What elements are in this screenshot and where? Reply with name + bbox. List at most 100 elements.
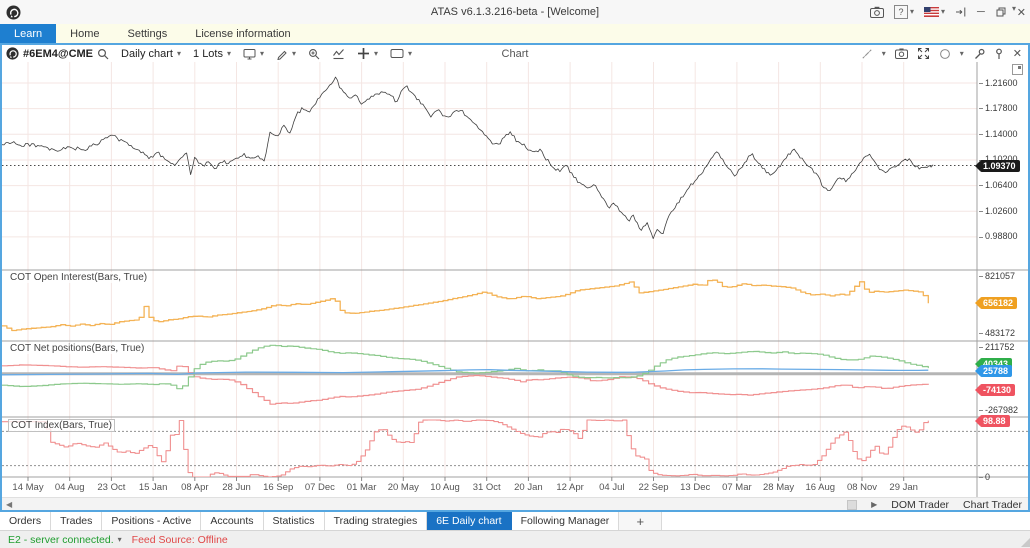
open-interest-line <box>2 279 929 332</box>
date-label: 07 Mar <box>722 482 752 493</box>
date-label: 14 May <box>12 482 44 493</box>
panel-label-open-interest: COT Open Interest(Bars, True) <box>8 272 150 283</box>
period-selector[interactable]: Daily chart <box>121 47 173 60</box>
chevron-down-icon[interactable]: ▾ <box>881 48 886 58</box>
bottom-tab-statistics[interactable]: Statistics <box>264 512 325 530</box>
ribbon-tab-home[interactable]: Home <box>70 27 100 40</box>
connection-menu-icon[interactable]: ▾ <box>117 534 122 544</box>
bottom-tab-following-manager[interactable]: Following Manager <box>512 512 620 530</box>
restore-button[interactable] <box>995 6 1007 18</box>
panel-label-cot-index: COT Index(Bars, True) <box>8 419 115 432</box>
price-axis-label: 1.17800 <box>979 103 1018 113</box>
chevron-down-icon[interactable]: ▾ <box>260 48 265 58</box>
screenshot-icon[interactable] <box>869 6 884 18</box>
net-noncommercial-line <box>2 344 929 390</box>
chart-scrollbar[interactable]: ◀ ▶ DOM Trader Chart Trader <box>2 497 1028 511</box>
oi-axis-label: 483172 <box>979 328 1015 338</box>
date-label: 10 Aug <box>430 482 460 493</box>
add-indicator-icon[interactable] <box>357 47 370 60</box>
expand-side-panel-icon[interactable]: ▶ <box>871 500 878 509</box>
title-bar: ATAS v6.1.3.216-beta - [Welcome] ? ▾ ▾ ─… <box>0 0 1030 24</box>
chevron-down-icon[interactable]: ▾ <box>374 48 379 58</box>
minimize-button[interactable]: ─ <box>976 6 985 18</box>
cluster-mode-icon[interactable] <box>939 48 951 60</box>
templates-icon[interactable] <box>243 48 256 60</box>
price-axis-label: 1.02600 <box>979 206 1018 216</box>
close-button[interactable]: ✕ <box>1016 6 1026 19</box>
cot-index-badge: 98.88 <box>975 414 1010 427</box>
ribbon-tab-learn[interactable]: Learn <box>0 24 57 43</box>
price-axis-label: 0.98800 <box>979 231 1018 241</box>
chevron-down-icon[interactable]: ▾ <box>226 48 231 58</box>
chevron-down-icon: ▾ <box>940 7 945 16</box>
chevron-down-icon[interactable]: ▾ <box>959 48 964 58</box>
chevron-down-icon[interactable]: ▾ <box>408 48 413 58</box>
net-axis-label: 211752 <box>979 342 1014 352</box>
window-title: ATAS v6.1.3.216-beta - [Welcome] <box>430 6 600 18</box>
net-blue-badge: 25788 <box>974 365 1013 378</box>
feed-source-status: Feed Source: Offline <box>131 533 228 546</box>
search-icon[interactable] <box>97 48 109 60</box>
quantity-selector[interactable]: 1 Lots <box>193 47 223 60</box>
chart-window-border-left <box>0 43 2 512</box>
side-tab-chart-trader[interactable]: Chart Trader <box>963 498 1022 511</box>
date-label: 13 Dec <box>680 482 711 493</box>
zoom-in-icon[interactable] <box>308 48 320 60</box>
date-label: 23 Oct <box>97 482 126 493</box>
dock-window-button[interactable] <box>955 6 967 18</box>
chevron-down-icon[interactable]: ▾ <box>292 48 297 58</box>
ribbon-tab-license-information[interactable]: License information <box>195 27 291 40</box>
ribbon-collapse-button[interactable]: ▾ <box>1011 4 1016 13</box>
settings-wrench-icon[interactable] <box>973 48 985 60</box>
fullscreen-icon[interactable] <box>917 47 930 60</box>
link-charts-icon[interactable] <box>861 48 873 60</box>
index-axis-label: 0 <box>979 472 990 482</box>
us-flag-icon <box>923 7 939 17</box>
date-label: 29 Jan <box>889 482 918 493</box>
bottom-tab-trades[interactable]: Trades <box>51 512 103 530</box>
panel-layout-icon[interactable] <box>390 48 404 59</box>
language-menu[interactable]: ▾ <box>923 7 945 17</box>
date-label: 28 Jun <box>222 482 251 493</box>
date-label: 04 Aug <box>54 482 85 493</box>
bottom-tab-trading-strategies[interactable]: Trading strategies <box>325 512 428 530</box>
panel-label-net-positions: COT Net positions(Bars, True) <box>8 343 147 354</box>
scroll-left-arrow[interactable]: ◀ <box>6 500 13 509</box>
chart-toolbar: #6EM4@CME Daily chart ▾ 1 Lots ▾ ▾ ▾ <box>2 45 1028 62</box>
side-tab-dom-trader[interactable]: DOM Trader <box>891 498 950 511</box>
instrument-selector[interactable]: #6EM4@CME <box>23 47 94 60</box>
date-label: 08 Apr <box>181 482 209 493</box>
ribbon-tab-settings[interactable]: Settings <box>127 27 168 40</box>
bottom-tab-orders[interactable]: Orders <box>0 512 52 530</box>
bottom-tab-6e-daily-chart[interactable]: 6E Daily chart <box>427 512 512 530</box>
pin-icon[interactable] <box>994 48 1004 60</box>
chart-style-icon[interactable] <box>332 48 345 60</box>
date-label: 22 Sep <box>638 482 669 493</box>
oi-axis-label: 821057 <box>979 271 1015 281</box>
date-label: 31 Oct <box>472 482 501 493</box>
net-red-badge: -74130 <box>974 383 1016 396</box>
close-chart-icon[interactable]: ✕ <box>1012 48 1022 60</box>
bottom-tab-accounts[interactable]: Accounts <box>201 512 264 530</box>
net-small-traders-line <box>2 368 929 376</box>
date-label: 16 Sep <box>263 482 294 493</box>
price-axis-settings-icon[interactable] <box>1012 64 1023 75</box>
chart-window-border-top <box>0 43 1030 45</box>
status-bar: E2 - server connected. ▾ Feed Source: Of… <box>0 530 1030 548</box>
date-label: 07 Dec <box>304 482 335 493</box>
date-label: 12 Apr <box>556 482 584 493</box>
bottom-tab-positions-active[interactable]: Positions - Active <box>102 512 202 530</box>
resize-grip[interactable] <box>1021 538 1030 547</box>
chevron-down-icon[interactable]: ▾ <box>177 48 182 58</box>
add-tab-button[interactable]: + <box>619 512 663 530</box>
help-icon: ? <box>893 5 908 19</box>
chevron-down-icon: ▾ <box>909 7 914 16</box>
snapshot-icon[interactable] <box>894 48 908 59</box>
chart-window-border-bottom <box>0 510 1030 512</box>
date-label: 15 Jan <box>138 482 168 493</box>
ribbon-tabs: Learn Home Settings License information <box>0 24 1030 43</box>
drawing-tools-icon[interactable] <box>276 48 288 60</box>
panel-handle-icon[interactable] <box>847 499 858 510</box>
help-menu[interactable]: ? ▾ <box>893 5 914 19</box>
